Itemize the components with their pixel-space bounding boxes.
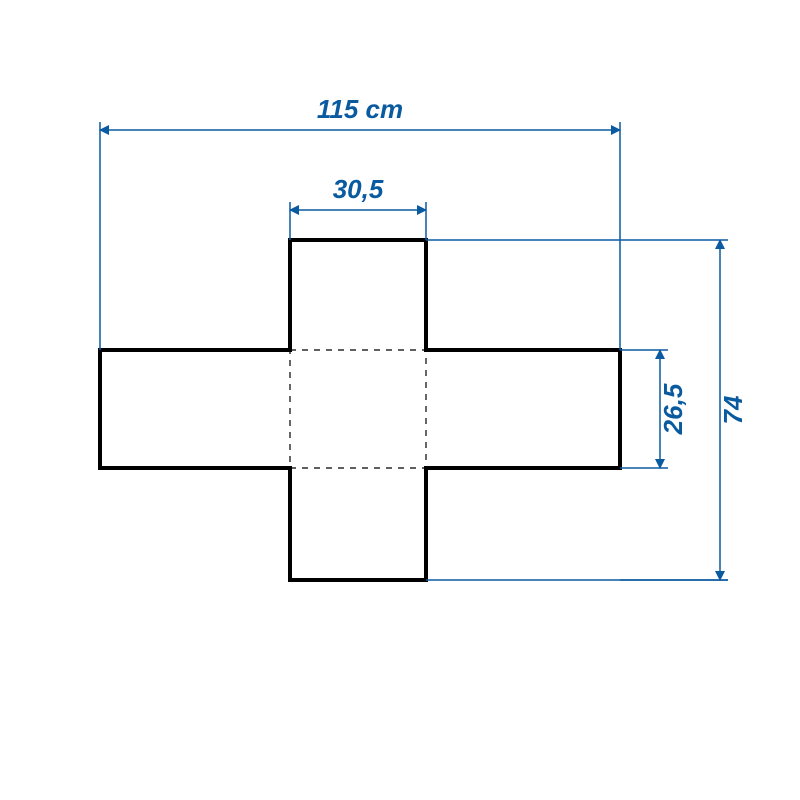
dim-label-height-center: 26,5 [658, 383, 688, 435]
dim-label-height-total: 74 [718, 395, 748, 424]
dim-label-width-center: 30,5 [333, 174, 384, 204]
dim-label-width-total: 115 cm [317, 94, 403, 124]
